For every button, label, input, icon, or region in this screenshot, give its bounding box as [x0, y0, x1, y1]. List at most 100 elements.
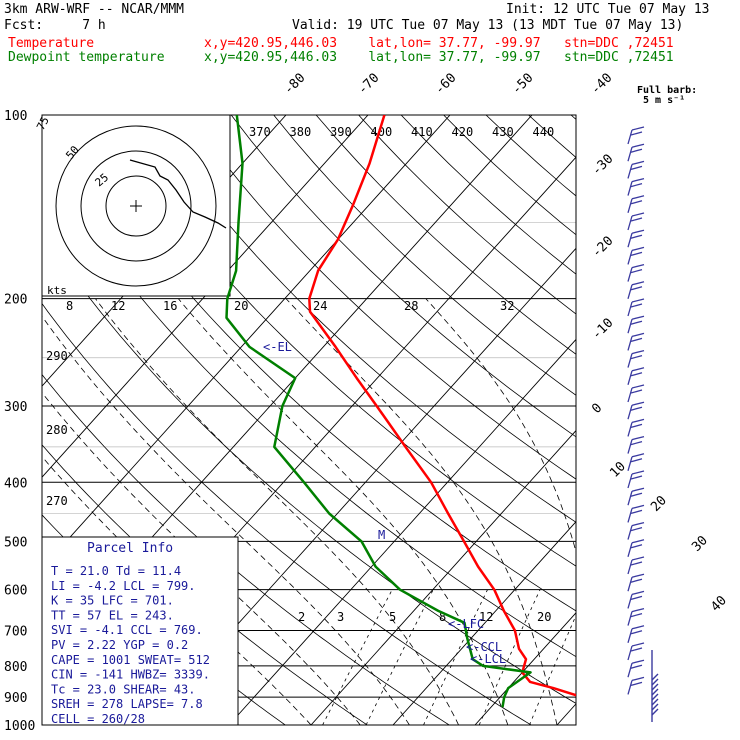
dry-adiabat-line: [230, 115, 576, 438]
isotherm-tick-label: 30: [689, 533, 711, 555]
wind-barb-flag: [630, 578, 643, 583]
dry-adiabat-line: [698, 115, 740, 725]
dry-adiabat-line: [60, 115, 576, 612]
isotherm-line: [639, 115, 740, 725]
wind-barb-flag: [631, 556, 645, 561]
wind-barb-flag: [630, 354, 643, 360]
mixing-ratio-label: 8: [439, 610, 446, 624]
wind-barb-flag: [631, 539, 645, 544]
wind-barb-flag: [631, 590, 645, 596]
isotherm-tick-label: -60: [432, 71, 459, 98]
wind-barb-flag: [630, 406, 643, 411]
wind-barb-flag: [631, 607, 645, 613]
hodograph-speed-label: 16: [163, 299, 177, 313]
isotherm-tick-label: 20: [648, 493, 670, 515]
isotherm-tick-label: -30: [589, 152, 616, 179]
theta-label: 430: [492, 125, 514, 139]
level-marker: <-LFC: [448, 617, 484, 631]
theta-label: 390: [330, 125, 352, 139]
wind-barb-flag: [631, 332, 645, 338]
dewpoint-location-info: x,y=420.95,446.03 lat,lon= 37.77, -99.97…: [204, 50, 674, 65]
mixing-ratio-label: 5: [389, 610, 396, 624]
isotherm-tick-label: 40: [708, 593, 730, 615]
isotherm-line: [228, 338, 576, 725]
wind-barb-flag: [651, 688, 659, 696]
wind-barb-flag: [631, 160, 645, 166]
level-marker: M: [378, 528, 385, 542]
wind-barb-flag: [631, 470, 645, 475]
hodograph-ring-label: 75: [34, 115, 52, 133]
hodograph-ring: [55, 125, 217, 287]
wind-barb-flag: [630, 561, 643, 566]
wind-barb-flag: [630, 544, 643, 549]
parcel-info-row: SREH = 278 LAPSE= 7.8: [51, 697, 203, 711]
dry-adiabat-line: [358, 115, 576, 315]
pressure-tick-label: 1000: [4, 719, 35, 734]
wind-barb-staff: [627, 147, 633, 162]
wind-barb-flag: [631, 195, 645, 200]
wind-barb-flag: [631, 384, 645, 389]
hodograph-speed-label: 32: [500, 299, 514, 313]
wind-barb-staff: [627, 370, 633, 385]
isotherm-line: [42, 115, 369, 478]
wind-barb-staff: [627, 525, 633, 540]
wind-barb-flag: [631, 573, 645, 578]
wind-barb-flag: [631, 263, 645, 269]
theta-left-label: 290: [46, 349, 68, 363]
wind-barb-staff: [627, 284, 633, 299]
wind-barb-legend-label: Full barb:: [637, 85, 697, 96]
wind-barb-flag: [631, 126, 645, 131]
level-marker: <-LCL: [470, 652, 506, 666]
hodograph-ring: [80, 150, 192, 262]
hodograph-speed-label: 8: [66, 299, 73, 313]
wind-barb-staff: [627, 594, 633, 609]
wind-barb-flag: [631, 298, 645, 303]
wind-barb-flag: [630, 320, 643, 325]
wind-barb-flag: [631, 401, 645, 406]
parcel-info-title: Parcel Info: [87, 541, 173, 556]
wind-barb-staff: [627, 542, 633, 557]
wind-barb-flag: [651, 678, 659, 686]
dry-adiabat-line: [485, 115, 576, 197]
hodograph-speed-label: 28: [404, 299, 418, 313]
theta-label: 440: [533, 125, 555, 139]
wind-barb-staff: [627, 164, 633, 179]
hodograph-speed-label: 20: [234, 299, 248, 313]
wind-barb-staff: [627, 456, 633, 471]
dry-adiabat-line: [656, 115, 740, 725]
pressure-tick-label: 800: [4, 660, 27, 675]
wind-barb-staff: [627, 181, 633, 196]
wind-barb-flag: [630, 200, 643, 205]
wind-barb-staff: [627, 233, 633, 248]
wind-barb-staff: [627, 577, 633, 592]
isotherm-line: [42, 115, 451, 570]
isotherm-line: [392, 520, 576, 725]
wind-barb-flag: [631, 143, 645, 148]
isotherm-tick-label: 0: [589, 401, 605, 417]
parcel-info-row: K = 35 LFC = 701.: [51, 594, 174, 608]
parcel-info-row: CAPE = 1001 SWEAT= 512: [51, 653, 210, 667]
wind-barb-flag: [631, 487, 645, 492]
parcel-info-row: Tc = 23.0 SHEAR= 43.: [51, 682, 196, 696]
wind-barb-flag: [630, 131, 643, 136]
level-markers: <-EL M <-LFC <-CCL<-LCL: [263, 340, 506, 666]
dry-adiabat-line: [188, 115, 576, 480]
wind-barb-staff: [627, 422, 633, 437]
dry-adiabat-line: [400, 115, 576, 275]
wind-barb-staff: [627, 405, 633, 420]
hodograph-trace: [129, 159, 227, 229]
wind-barb-flag: [631, 212, 645, 217]
wind-barb-flag: [631, 418, 645, 424]
parcel-info-box: Parcel Info T = 21.0 Td = 11.4LI = -4.2 L…: [41, 536, 239, 726]
level-marker: <-EL: [263, 340, 292, 354]
wind-barb-flag: [631, 246, 645, 252]
wind-barb-legend-value: 5 m s⁻¹: [643, 95, 685, 106]
wind-barb-staff: [627, 215, 633, 231]
wind-barb-flag: [651, 698, 659, 706]
wind-barb-staff: [627, 559, 633, 575]
wind-barb-flag: [651, 708, 659, 716]
hodograph-speed-label: 12: [111, 299, 125, 313]
wind-barb-flag: [630, 234, 643, 239]
pressure-tick-label: 900: [4, 691, 27, 706]
